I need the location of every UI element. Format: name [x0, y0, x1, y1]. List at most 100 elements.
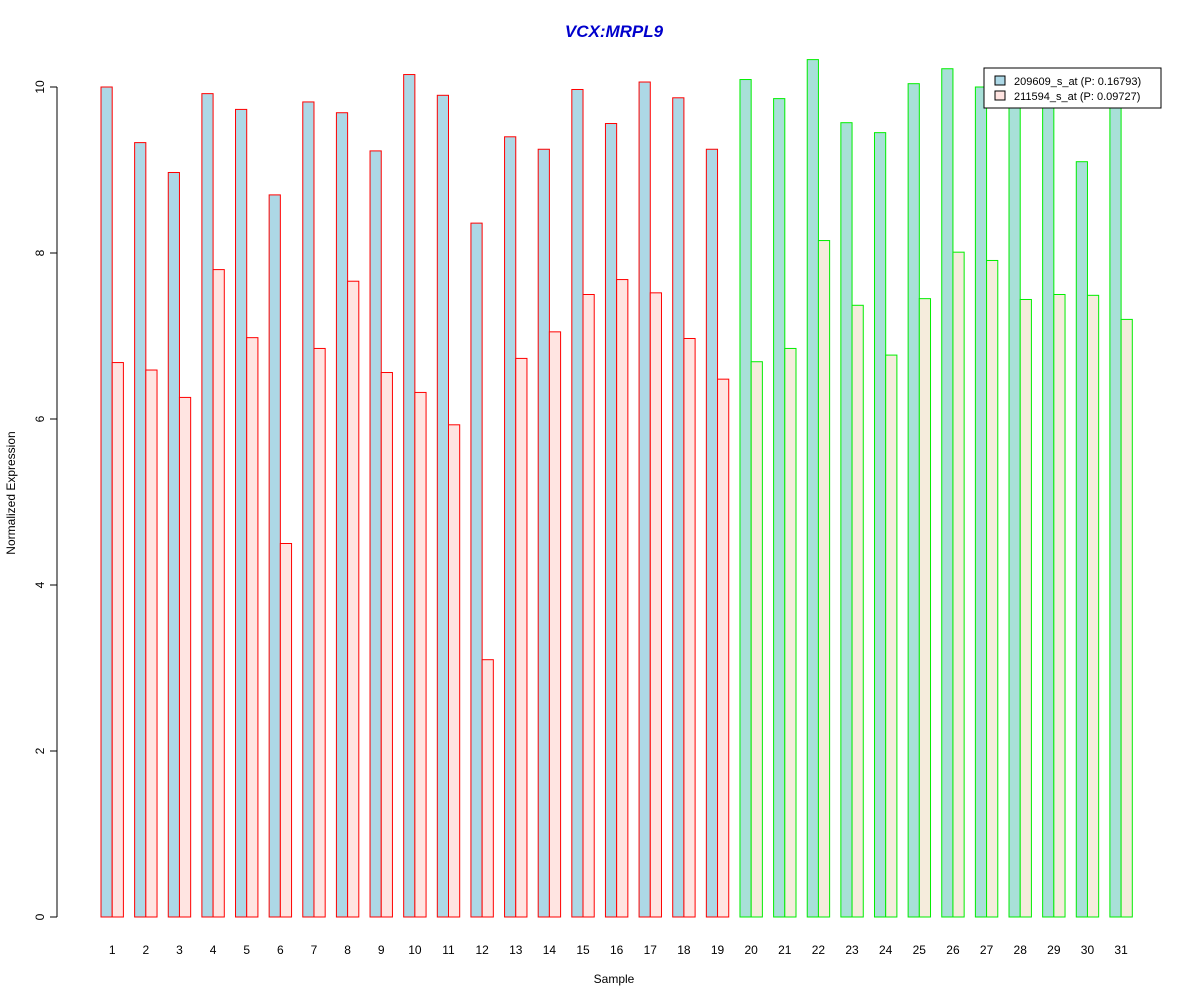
- y-tick-label: 8: [33, 249, 47, 256]
- legend-box: [983, 67, 1162, 109]
- bar-series-1: [537, 148, 550, 918]
- bar-series-2: [784, 347, 797, 918]
- bar-series-1: [504, 136, 517, 918]
- bar-series-2: [582, 294, 595, 918]
- x-tick-label: 6: [277, 943, 284, 957]
- legend-swatch: [994, 75, 1006, 86]
- y-tick-label: 10: [33, 80, 47, 94]
- x-tick-label: 8: [344, 943, 351, 957]
- x-tick-label: 12: [475, 943, 489, 957]
- bar-series-1: [403, 74, 416, 918]
- bar-series-2: [817, 240, 831, 918]
- legend-label: 211594_s_at (P: 0.09727): [1014, 91, 1140, 103]
- bar-series-2: [1019, 298, 1032, 918]
- bar-series-1: [235, 108, 248, 918]
- bar-series-1: [1042, 103, 1055, 918]
- y-tick-label: 0: [33, 913, 47, 920]
- bar-series-2: [885, 354, 898, 918]
- y-tick-label: 6: [33, 415, 47, 422]
- x-tick-label: 2: [142, 943, 149, 957]
- x-tick-label: 21: [778, 943, 792, 957]
- x-tick-label: 11: [442, 943, 455, 957]
- bar-series-1: [369, 150, 382, 918]
- x-tick-label: 30: [1081, 943, 1095, 957]
- x-tick-label: 24: [879, 943, 893, 957]
- x-tick-label: 16: [610, 943, 624, 957]
- bar-series-2: [212, 269, 225, 918]
- bar-series-2: [683, 337, 696, 918]
- x-tick-label: 22: [812, 943, 826, 957]
- bar-series-1: [806, 59, 819, 918]
- bar-series-1: [1008, 89, 1021, 918]
- y-tick-label: 4: [33, 581, 47, 588]
- x-tick-label: 1: [109, 943, 116, 957]
- bar-series-1: [907, 83, 920, 918]
- bar-series-2: [481, 659, 494, 918]
- bar-series-1: [100, 86, 113, 918]
- x-tick-label: 15: [576, 943, 590, 957]
- bar-series-1: [302, 101, 315, 918]
- x-tick-label: 5: [243, 943, 250, 957]
- bar-series-2: [1086, 294, 1100, 918]
- bar-series-1: [268, 194, 281, 918]
- x-tick-label: 14: [543, 943, 557, 957]
- bar-series-1: [941, 68, 954, 918]
- bar-series-2: [1053, 294, 1066, 918]
- bar-series-2: [380, 372, 393, 918]
- bar-series-1: [773, 98, 786, 918]
- bar-series-2: [649, 292, 662, 918]
- bar-series-1: [974, 86, 988, 918]
- x-tick-labels: 1 2 3 4 5 6 7 8 9 10 11 12 13 14 15 16 17 18 19 20 21 22 23 24 2…: [109, 943, 1128, 957]
- bar-series-2: [347, 280, 360, 918]
- bar-series-2: [313, 347, 326, 918]
- legend: 209609_s_at (P: 0.16793) 211594_s_at (P: …: [983, 67, 1162, 109]
- y-axis-label: Normalized Expression: [4, 431, 18, 554]
- bar-series-2: [750, 361, 763, 918]
- bar-series-2: [178, 396, 192, 918]
- bars: [100, 59, 1133, 918]
- bar-series-1: [335, 112, 349, 918]
- x-tick-label: 19: [711, 943, 725, 957]
- bar-series-2: [952, 251, 965, 918]
- bar-series-2: [414, 391, 427, 918]
- x-tick-label: 23: [845, 943, 859, 957]
- x-tick-label: 3: [176, 943, 183, 957]
- bar-series-1: [571, 88, 584, 918]
- x-tick-label: 26: [946, 943, 960, 957]
- x-tick-label: 13: [509, 943, 523, 957]
- bar-series-1: [167, 171, 180, 918]
- bar-series-2: [145, 369, 158, 918]
- bar-series-2: [111, 362, 124, 918]
- bar-series-1: [638, 81, 651, 918]
- x-tick-label: 17: [644, 943, 658, 957]
- bar-series-2: [279, 543, 293, 918]
- bar-series-1: [201, 93, 214, 918]
- bar-series-2: [246, 337, 259, 918]
- bar-series-1: [739, 79, 752, 918]
- x-tick-label: 10: [408, 943, 422, 957]
- x-tick-label: 31: [1114, 943, 1128, 957]
- x-axis-label: Sample: [594, 972, 635, 986]
- bar-series-1: [604, 123, 618, 918]
- x-tick-label: 9: [378, 943, 385, 957]
- bar-series-2: [851, 304, 864, 918]
- x-tick-label: 4: [210, 943, 217, 957]
- x-tick-label: 27: [980, 943, 994, 957]
- bar-series-1: [705, 148, 719, 918]
- bar-series-2: [515, 357, 528, 918]
- x-tick-label: 20: [744, 943, 758, 957]
- bar-series-1: [134, 142, 147, 918]
- legend-swatch: [994, 90, 1006, 101]
- bar-series-1: [873, 132, 887, 918]
- bar-series-1: [1075, 161, 1088, 918]
- y-axis: 0 2 4 6 8 10: [33, 80, 58, 920]
- x-tick-label: 18: [677, 943, 691, 957]
- bar-series-2: [986, 259, 999, 918]
- x-tick-label: 29: [1047, 943, 1061, 957]
- chart-title: VCX:MRPL9: [565, 22, 664, 41]
- bar-series-2: [616, 279, 629, 918]
- bar-series-1: [672, 97, 685, 918]
- bar-series-2: [548, 331, 562, 918]
- legend-label: 209609_s_at (P: 0.16793): [1014, 76, 1141, 88]
